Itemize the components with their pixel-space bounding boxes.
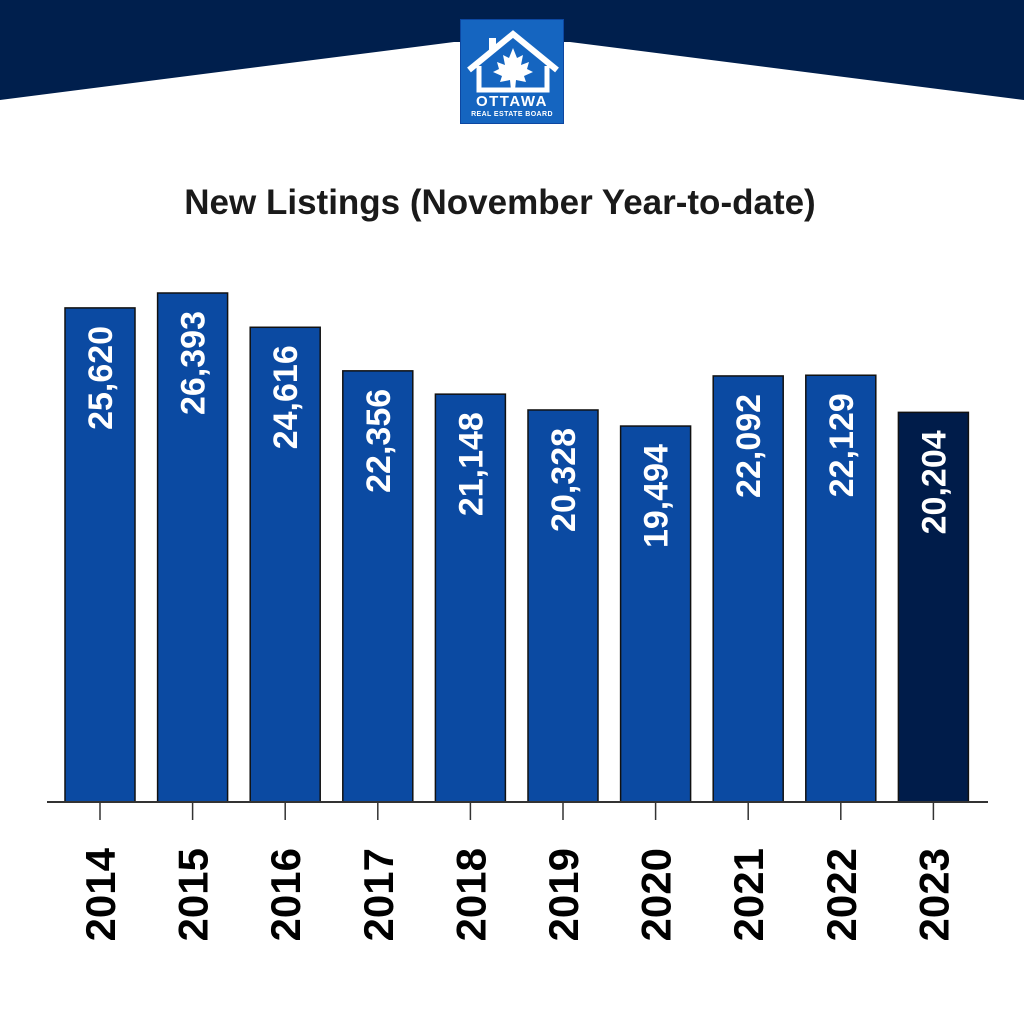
logo-subtitle: REAL ESTATE BOARD xyxy=(471,111,553,118)
bar-2023 xyxy=(897,411,970,803)
ottawa-real-estate-board-logo: OTTAWA REAL ESTATE BOARD xyxy=(460,19,564,124)
bar-value-label-2020: 19,494 xyxy=(638,444,676,548)
x-tick-label-2021: 2021 xyxy=(725,848,772,941)
x-tick-label-2018: 2018 xyxy=(447,848,494,941)
bar-value-label-2023: 20,204 xyxy=(915,430,953,534)
x-tick-label-2019: 2019 xyxy=(540,848,587,941)
bar-value-label-2021: 22,092 xyxy=(730,394,768,498)
header-banner xyxy=(0,0,1024,100)
bar-2021 xyxy=(712,375,784,803)
bar-value-label-2018: 21,148 xyxy=(452,412,490,516)
house-maple-leaf-icon xyxy=(467,30,559,93)
bar-value-label-2015: 26,393 xyxy=(175,311,213,415)
bar-value-label-2022: 22,129 xyxy=(823,393,861,497)
x-tick-label-2017: 2017 xyxy=(355,848,402,941)
x-tick-label-2014: 2014 xyxy=(77,847,124,941)
x-tick-label-2022: 2022 xyxy=(818,848,865,941)
x-tick-label-2015: 2015 xyxy=(170,848,217,941)
chart-title: New Listings (November Year-to-date) xyxy=(184,183,816,222)
bar-value-label-2017: 22,356 xyxy=(360,389,398,493)
bar-2020 xyxy=(619,425,692,803)
bar-2018 xyxy=(434,393,507,803)
bar-value-label-2016: 24,616 xyxy=(267,345,305,449)
bar-value-label-2014: 25,620 xyxy=(82,326,120,430)
x-tick-label-2020: 2020 xyxy=(633,848,680,941)
logo-name: OTTAWA xyxy=(475,93,549,110)
x-tick-label-2016: 2016 xyxy=(262,848,309,941)
x-tick-label-2023: 2023 xyxy=(910,848,957,941)
bar-2019 xyxy=(527,409,599,803)
bar-2022 xyxy=(805,374,877,803)
bar-value-label-2019: 20,328 xyxy=(545,428,583,532)
